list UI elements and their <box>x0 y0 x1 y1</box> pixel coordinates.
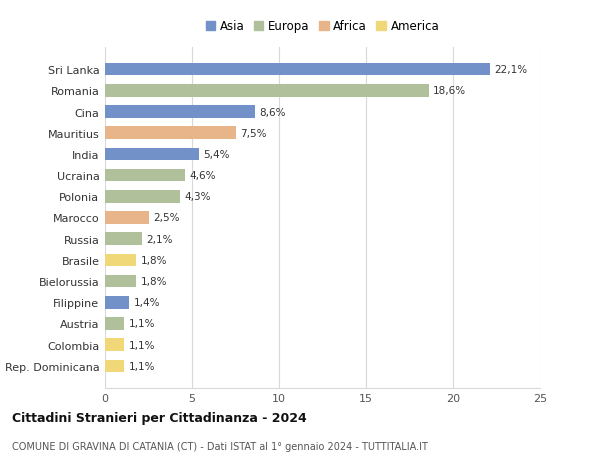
Text: 7,5%: 7,5% <box>240 129 266 139</box>
Text: 4,6%: 4,6% <box>190 171 216 181</box>
Bar <box>105 148 199 161</box>
Bar <box>105 169 185 182</box>
Bar <box>105 190 180 203</box>
Text: 18,6%: 18,6% <box>433 86 466 96</box>
Text: 5,4%: 5,4% <box>203 150 230 160</box>
Bar <box>105 254 136 267</box>
Bar <box>105 360 124 372</box>
Bar <box>105 296 130 309</box>
Text: 4,3%: 4,3% <box>184 192 211 202</box>
Text: 22,1%: 22,1% <box>494 65 527 75</box>
Text: 2,1%: 2,1% <box>146 234 172 244</box>
Bar <box>105 106 254 118</box>
Bar <box>105 85 428 97</box>
Text: 1,1%: 1,1% <box>128 340 155 350</box>
Bar <box>105 127 236 140</box>
Text: 8,6%: 8,6% <box>259 107 286 117</box>
Text: Cittadini Stranieri per Cittadinanza - 2024: Cittadini Stranieri per Cittadinanza - 2… <box>12 412 307 425</box>
Bar <box>105 318 124 330</box>
Bar <box>105 275 136 288</box>
Bar <box>105 339 124 351</box>
Bar <box>105 233 142 246</box>
Bar <box>105 212 149 224</box>
Text: COMUNE DI GRAVINA DI CATANIA (CT) - Dati ISTAT al 1° gennaio 2024 - TUTTITALIA.I: COMUNE DI GRAVINA DI CATANIA (CT) - Dati… <box>12 441 428 451</box>
Text: 2,5%: 2,5% <box>153 213 179 223</box>
Legend: Asia, Europa, Africa, America: Asia, Europa, Africa, America <box>206 20 439 33</box>
Text: 1,8%: 1,8% <box>140 255 167 265</box>
Text: 1,1%: 1,1% <box>128 361 155 371</box>
Bar <box>105 64 490 76</box>
Text: 1,8%: 1,8% <box>140 276 167 286</box>
Text: 1,4%: 1,4% <box>134 297 160 308</box>
Text: 1,1%: 1,1% <box>128 319 155 329</box>
